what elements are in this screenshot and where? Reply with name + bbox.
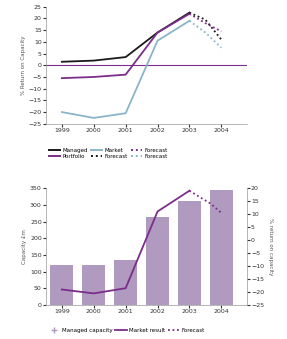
Bar: [210, 190, 233, 305]
Y-axis label: % Return on Capacity: % Return on Capacity: [21, 36, 26, 95]
Bar: [146, 217, 169, 305]
Y-axis label: % return on capacity: % return on capacity: [268, 218, 273, 275]
Legend: Managed, Portfolio, Market, Forecast, Forecast, Forecast: Managed, Portfolio, Market, Forecast, Fo…: [49, 147, 167, 159]
Bar: [82, 265, 105, 305]
Bar: [178, 201, 201, 305]
Bar: [114, 260, 137, 305]
Bar: [51, 265, 73, 305]
Legend: Managed capacity, Market result, Forecast: Managed capacity, Market result, Forecas…: [49, 328, 204, 333]
Y-axis label: Capacity £m: Capacity £m: [22, 229, 27, 264]
